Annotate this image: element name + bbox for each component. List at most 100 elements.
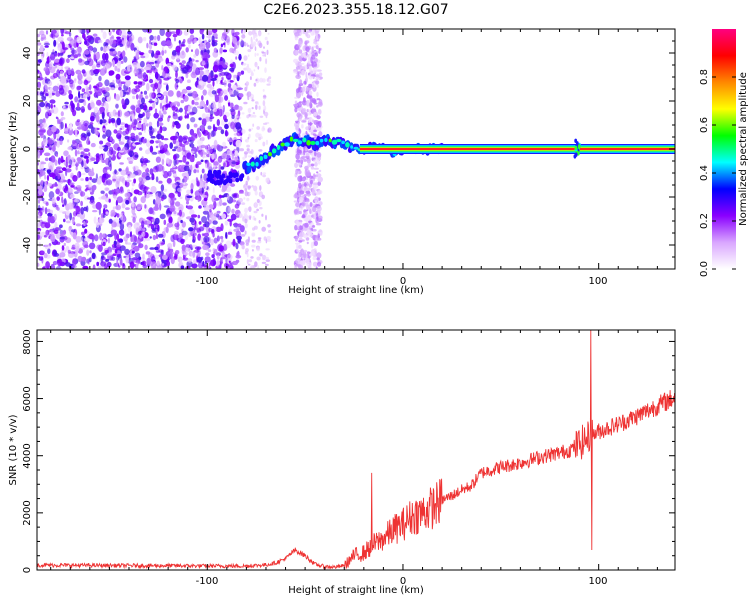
noise-speckle	[310, 166, 315, 170]
noise-speckle	[305, 71, 308, 78]
noise-speckle	[230, 102, 234, 109]
noise-speckle	[294, 122, 297, 127]
noise-speckle	[112, 29, 115, 33]
noise-speckle	[150, 262, 157, 269]
colorbar-tick-label: 0.0	[699, 261, 710, 277]
noise-speckle	[243, 212, 248, 219]
noise-speckle	[186, 113, 189, 119]
noise-speckle	[255, 132, 260, 138]
noise-speckle	[251, 70, 253, 76]
noise-speckle	[120, 186, 123, 191]
noise-speckle	[245, 248, 249, 253]
noise-speckle	[105, 211, 109, 215]
noise-speckle	[117, 62, 121, 70]
noise-speckle	[65, 185, 68, 191]
x-tick-label: 100	[588, 576, 607, 587]
noise-speckle	[152, 166, 158, 173]
noise-speckle	[260, 171, 263, 176]
noise-speckle	[146, 83, 150, 91]
noise-speckle	[124, 98, 130, 106]
noise-speckle	[303, 217, 308, 222]
noise-speckle	[68, 90, 72, 95]
colorbar-tick-label: 0.8	[699, 69, 710, 85]
noise-speckle	[64, 101, 69, 105]
noise-speckle	[218, 164, 222, 172]
noise-speckle	[61, 196, 64, 204]
noise-speckle	[259, 56, 262, 62]
noise-speckle	[299, 225, 303, 230]
noise-speckle	[89, 176, 92, 181]
noise-speckle	[198, 221, 202, 225]
noise-speckle	[175, 29, 181, 36]
noise-speckle	[60, 155, 64, 164]
noise-speckle	[132, 61, 138, 68]
noise-speckle	[82, 240, 89, 248]
noise-speckle	[72, 140, 78, 149]
noise-speckle	[115, 85, 119, 88]
noise-speckle	[261, 194, 266, 200]
noise-speckle	[56, 117, 60, 125]
noise-speckle	[60, 121, 64, 130]
noise-speckle	[263, 236, 267, 241]
noise-speckle	[313, 120, 319, 123]
noise-speckle	[38, 85, 41, 89]
noise-speckle	[199, 29, 204, 35]
noise-speckle	[133, 189, 140, 195]
noise-speckle	[191, 49, 193, 52]
signal-track	[206, 132, 444, 186]
noise-speckle	[134, 154, 139, 158]
noise-speckle	[189, 217, 195, 223]
noise-speckle	[81, 108, 85, 113]
carrier-band	[359, 148, 675, 150]
noise-speckle	[190, 117, 196, 123]
noise-speckle	[75, 245, 80, 252]
noise-speckle	[138, 50, 142, 54]
noise-speckle	[221, 238, 224, 243]
noise-speckle	[199, 125, 203, 130]
noise-speckle	[247, 155, 252, 158]
noise-speckle	[142, 264, 148, 269]
noise-speckle	[86, 38, 92, 41]
noise-speckle	[44, 244, 51, 250]
noise-speckle	[115, 180, 120, 189]
noise-speckle	[173, 154, 177, 161]
noise-speckle	[192, 239, 196, 243]
noise-speckle	[45, 111, 49, 119]
noise-speckle	[312, 213, 317, 220]
noise-speckle	[69, 212, 72, 221]
noise-speckle	[195, 59, 199, 63]
colorbar-gradient	[712, 29, 736, 269]
noise-speckle	[80, 237, 84, 243]
noise-speckle	[252, 114, 257, 118]
noise-speckle	[101, 119, 107, 124]
noise-speckle	[67, 146, 73, 151]
noise-speckle	[130, 113, 136, 120]
noise-speckle	[130, 42, 135, 51]
noise-speckle	[53, 58, 60, 63]
noise-speckle	[316, 173, 322, 178]
noise-speckle	[47, 126, 53, 130]
noise-speckle	[46, 174, 50, 181]
noise-speckle	[186, 195, 193, 199]
noise-speckle	[135, 85, 141, 89]
noise-speckle	[110, 39, 117, 48]
noise-speckle	[293, 58, 299, 64]
noise-speckle	[165, 40, 172, 46]
noise-speckle	[78, 29, 83, 34]
noise-speckle	[102, 122, 108, 126]
noise-speckle	[73, 198, 80, 203]
noise-speckle	[212, 220, 218, 225]
noise-speckle	[202, 89, 207, 96]
noise-speckle	[44, 157, 49, 162]
noise-speckle	[155, 250, 161, 253]
signal-cell	[250, 161, 255, 167]
noise-speckle	[305, 130, 308, 135]
noise-speckle	[40, 170, 46, 176]
noise-speckle	[298, 253, 301, 259]
noise-speckle	[306, 158, 311, 164]
noise-speckle	[74, 149, 78, 157]
noise-speckle	[105, 265, 108, 269]
noise-speckle	[313, 102, 318, 105]
noise-speckle	[238, 191, 244, 194]
noise-speckle	[303, 251, 307, 259]
